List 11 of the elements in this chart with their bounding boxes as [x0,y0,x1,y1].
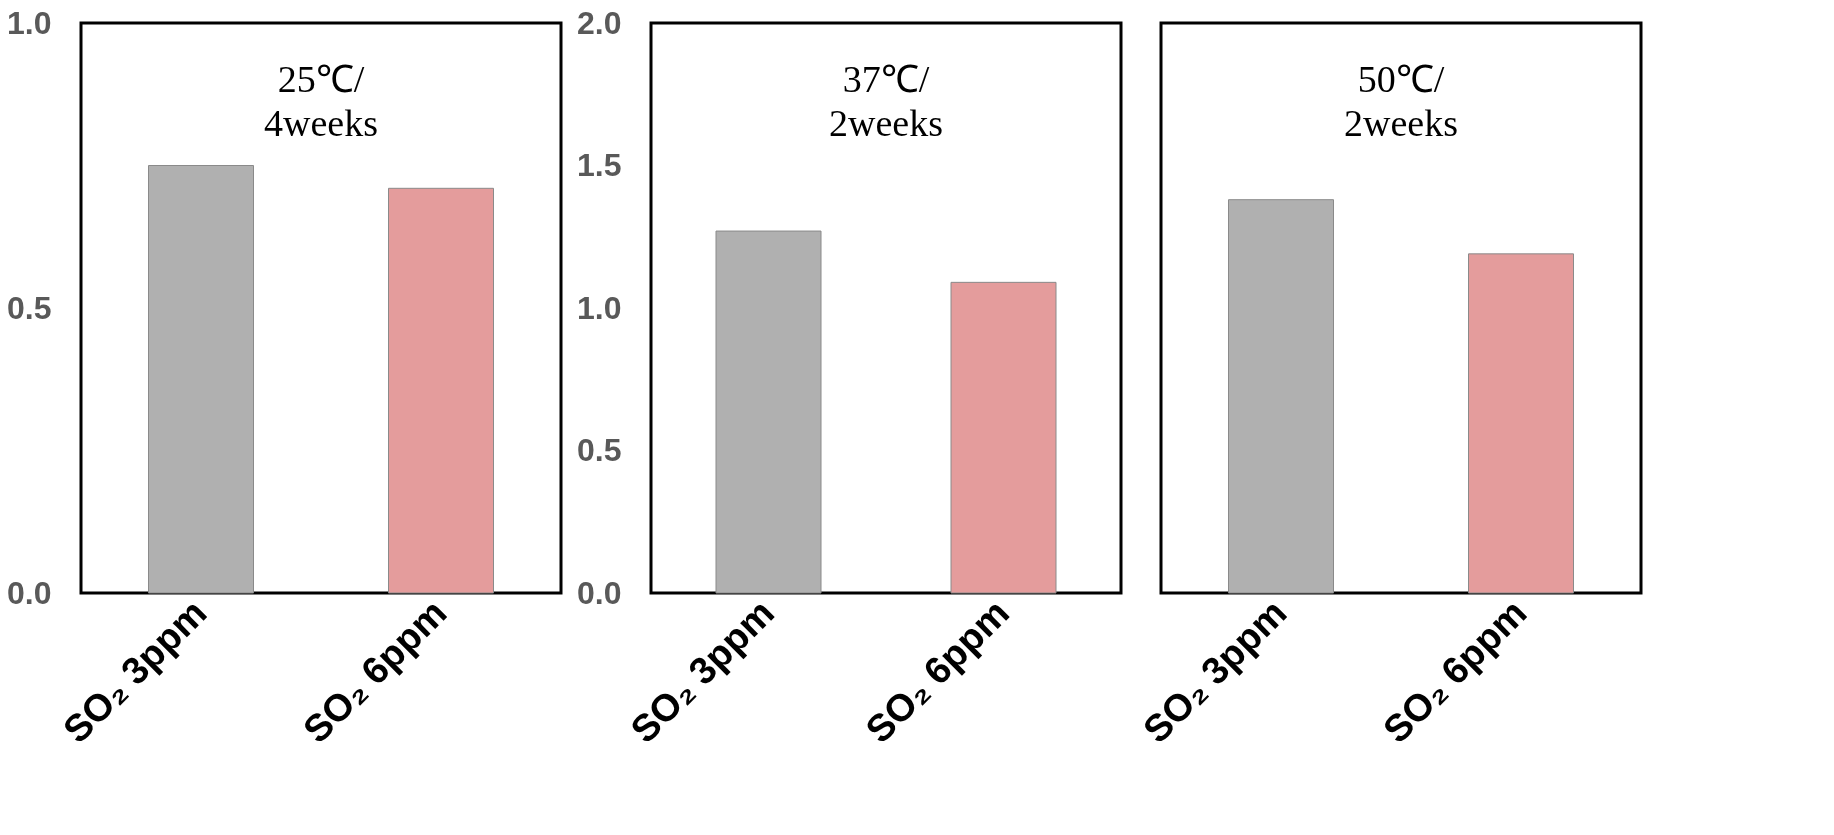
y-tick-label: 0.5 [577,432,622,468]
text: 25℃/ 4weeks [264,58,378,144]
y-tick-label: 1.5 [577,147,622,183]
y-tick-label: 0.0 [577,574,622,611]
y-tick-label: 2.0 [577,4,622,41]
text: 37℃/ 2weeks [829,58,943,144]
text: 50℃/ 2weeks [1344,58,1458,144]
y-tick-label: 1.0 [577,289,622,326]
y-tick-label: 0.5 [7,289,52,326]
y-tick-label: 0.0 [7,574,52,611]
y-tick-label: 1.0 [7,4,52,41]
